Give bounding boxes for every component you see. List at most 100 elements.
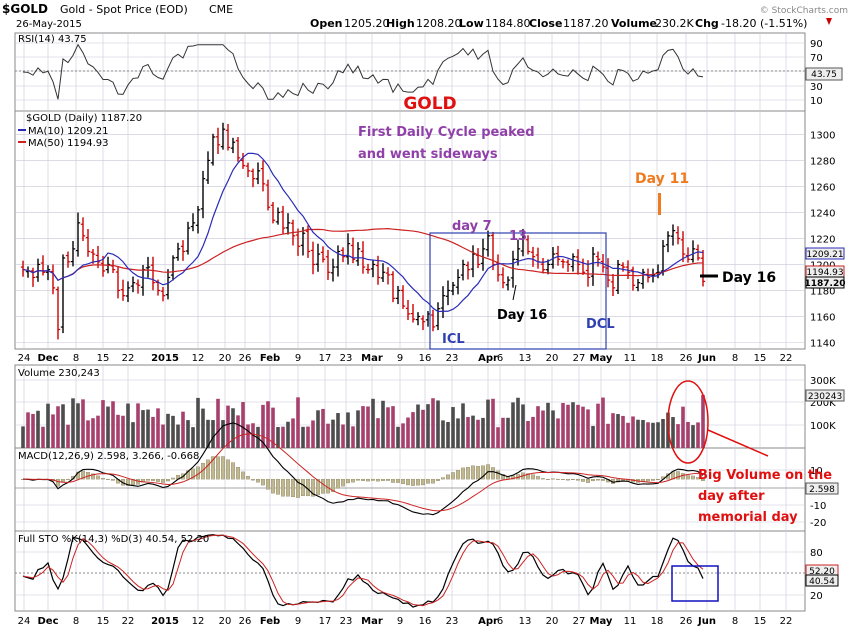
panel-frames — [14, 32, 806, 612]
macd-hist-bar — [301, 478, 305, 497]
macd-hist-bar — [646, 478, 650, 482]
volume-bar — [346, 412, 350, 448]
macd-hist-bar — [616, 478, 620, 483]
x-tick-label: 23 — [446, 353, 459, 364]
x-tick-label: 8 — [73, 353, 79, 364]
volume-bar — [351, 426, 355, 448]
x-tick-label: May — [590, 353, 613, 364]
macd-hist-bar — [66, 478, 70, 480]
volume-bar — [691, 425, 695, 448]
annotation-day16-mid: Day 16 — [497, 308, 547, 323]
volume-bar — [551, 410, 555, 448]
x-tick-label: 22 — [122, 353, 135, 364]
volume-bar — [146, 409, 150, 448]
x-tick-label: 23 — [340, 353, 353, 364]
x-tick-label: 18 — [651, 616, 664, 627]
volume-pointer — [707, 429, 769, 457]
volume-bar — [71, 398, 75, 448]
macd-hist-bar — [226, 459, 230, 480]
macd-hist-bar — [351, 478, 355, 483]
annotation-day11: Day 11 — [635, 171, 689, 187]
x-tick-label: 2015 — [151, 353, 179, 364]
macd-hist-bar — [371, 478, 375, 481]
sto-tick: 80 — [810, 548, 823, 559]
rsi-tag-box — [805, 67, 843, 81]
x-tick-label: 24 — [18, 353, 31, 364]
macd-hist-bar — [481, 465, 485, 480]
macd-hist-bar — [106, 478, 110, 480]
annotation-volume-1: Big Volume on the — [698, 468, 832, 483]
x-tick-label: 9 — [295, 616, 301, 627]
x-tick-label: 2015 — [151, 616, 179, 627]
volume-bar — [436, 400, 440, 448]
x-tick-label: 8 — [732, 353, 738, 364]
macd-hist-bar — [261, 478, 265, 486]
sto-k-line — [22, 534, 704, 608]
volume-bar — [641, 419, 645, 448]
macd-hist-bar — [321, 478, 325, 494]
x-tick-label: 9 — [397, 616, 403, 627]
volume-bar — [446, 421, 450, 448]
volume-bar — [371, 398, 375, 448]
macd-hist-bar — [216, 456, 220, 480]
volume-bar — [476, 419, 480, 448]
volume-bar — [86, 420, 90, 448]
macd-hist-bar — [701, 478, 705, 481]
price-legend: $GOLD (Daily) 1187.20 MA(10) 1209.21 MA(… — [18, 113, 142, 149]
volume-value: 230.2K — [655, 17, 694, 30]
macd-hist-bar — [591, 478, 595, 482]
volume-bar — [571, 402, 575, 448]
volume-bar — [656, 422, 660, 448]
sto-tick: 20 — [810, 591, 823, 602]
annotations: GOLD First Daily Cycle peaked and went s… — [358, 94, 832, 602]
macd-hist-bar — [361, 478, 365, 481]
volume-bar — [616, 414, 620, 448]
open-value: 1205.20 — [344, 17, 390, 30]
price-tick: 1140 — [810, 338, 835, 349]
macd-hist-bar — [281, 478, 285, 497]
volume-bar — [141, 410, 145, 448]
x-tick-label: 15 — [97, 616, 110, 627]
macd-hist-bar — [476, 466, 480, 480]
ma10-tag-box — [805, 247, 845, 260]
x-tick-label: 13 — [519, 353, 532, 364]
volume-bar — [696, 422, 700, 448]
macd-hist-bar — [386, 478, 390, 481]
macd-hist-bar — [406, 478, 410, 486]
volume-bar — [556, 418, 560, 448]
volume-bar — [46, 403, 50, 448]
macd-hist-bar — [381, 478, 385, 481]
volume-bar — [366, 406, 370, 448]
volume-bar — [581, 406, 585, 448]
volume-bar — [26, 412, 30, 448]
x-tick-label: 23 — [446, 616, 459, 627]
volume-bar — [396, 426, 400, 448]
rsi-line — [22, 43, 704, 100]
volume-bar — [561, 402, 565, 448]
macd-hist-bar — [501, 474, 505, 480]
close-value: 1187.20 — [563, 17, 609, 30]
symbol: $GOLD — [2, 2, 48, 16]
volume-tick: 100K — [810, 421, 836, 432]
macd-hist-bar — [466, 467, 470, 480]
volume-bar — [286, 421, 290, 448]
x-tick-label: 20 — [219, 616, 232, 627]
chg-value: -18.20 (-1.51%) — [721, 17, 807, 30]
rsi-panel — [14, 32, 806, 112]
macd-tick: 10 — [810, 466, 823, 477]
price-tick: 1260 — [810, 182, 835, 193]
volume-bar — [491, 398, 495, 448]
macd-hist-bar — [551, 478, 555, 480]
volume-bar — [31, 413, 35, 448]
annotation-day13: 13 — [509, 229, 527, 244]
volume-bar — [521, 404, 525, 448]
macd-hist-bar — [421, 478, 425, 486]
open-label: Open — [310, 17, 343, 30]
volume-bar — [51, 414, 55, 448]
x-tick-label: Jun — [697, 353, 716, 364]
volume-bar — [381, 400, 385, 448]
x-tick-label: Apr — [478, 616, 498, 627]
x-tick-label: Mar — [361, 353, 383, 364]
volume-bar — [496, 427, 500, 448]
x-tick-label: 9 — [397, 353, 403, 364]
